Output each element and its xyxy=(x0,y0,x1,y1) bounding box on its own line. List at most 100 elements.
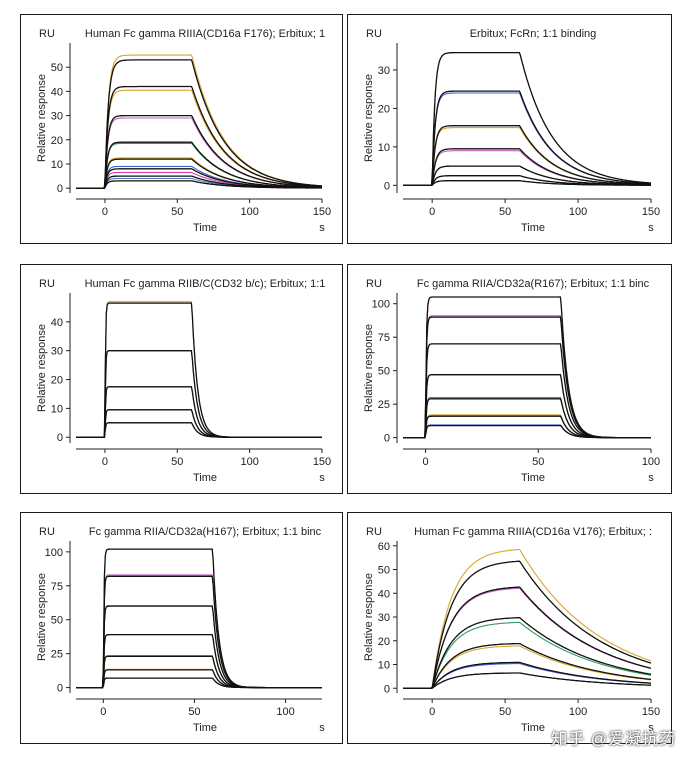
x-axis-label: Time xyxy=(521,222,545,234)
y-unit-label: RU xyxy=(39,28,55,40)
fit-curve xyxy=(403,586,652,689)
x-tick-label: 50 xyxy=(171,456,183,468)
y-tick-label: 0 xyxy=(57,432,63,444)
y-tick-label: 25 xyxy=(378,399,390,411)
sensorgram-panel-3: RU Human Fc gamma RIIB/C(CD32 b/c); Erbit… xyxy=(20,264,343,494)
y-tick-label: 0 xyxy=(384,433,390,445)
fit-curve xyxy=(403,148,651,186)
measured-curve xyxy=(76,655,322,689)
series-group xyxy=(76,54,323,189)
fit-curve xyxy=(403,424,651,439)
x-tick-label: 100 xyxy=(569,706,587,718)
fit-curve xyxy=(403,374,651,439)
measured-curve xyxy=(403,52,652,186)
fit-curve xyxy=(76,59,322,189)
x-axis-label: Time xyxy=(521,722,545,734)
measured-curve xyxy=(403,374,651,439)
x-tick-label: 150 xyxy=(313,456,331,468)
series-group xyxy=(403,296,651,439)
x-axis-label: Time xyxy=(193,472,217,484)
x-tick-label: 150 xyxy=(642,206,660,218)
watermark-text: 知乎 @爱凝抗药 xyxy=(551,731,676,748)
measured-curve xyxy=(76,548,322,689)
chart-title: Fc gamma RIIA/CD32a(H167); Erbitux; 1:1 … xyxy=(89,526,322,538)
measured-curve xyxy=(76,89,323,189)
y-unit-label: RU xyxy=(39,526,55,538)
x-tick-label: 50 xyxy=(499,206,511,218)
x-unit-label: s xyxy=(319,472,325,484)
measured-curve xyxy=(403,343,651,439)
x-tick-label: 100 xyxy=(240,456,258,468)
y-tick-label: 75 xyxy=(378,332,390,344)
y-tick-label: 0 xyxy=(57,683,63,695)
y-tick-label: 40 xyxy=(378,588,390,600)
y-tick-label: 100 xyxy=(45,547,63,559)
y-tick-label: 20 xyxy=(378,636,390,648)
measured-curve xyxy=(403,621,652,689)
y-tick-label: 20 xyxy=(378,103,390,115)
x-tick-label: 0 xyxy=(422,456,428,468)
fit-curve xyxy=(76,633,322,689)
fit-curve xyxy=(76,85,323,189)
y-unit-label: RU xyxy=(39,278,55,290)
fit-curve xyxy=(403,617,652,689)
chart-svg: RU Fc gamma RIIA/CD32a(H167); Erbitux; 1:… xyxy=(36,526,325,734)
y-tick-label: 30 xyxy=(51,111,63,123)
y-tick-label: 40 xyxy=(51,317,63,329)
y-tick-label: 40 xyxy=(51,86,63,98)
y-tick-label: 50 xyxy=(378,366,390,378)
sensorgram-panel-2: RU Erbitux; FcRn; 1:1 binding Relative res… xyxy=(347,14,672,244)
fit-curve xyxy=(403,343,651,439)
fit-curve xyxy=(76,548,322,689)
fit-curve xyxy=(403,125,652,186)
y-tick-label: 10 xyxy=(51,403,63,415)
y-tick-label: 10 xyxy=(51,159,63,171)
y-tick-label: 0 xyxy=(384,683,390,695)
fit-curve xyxy=(403,90,652,186)
measured-curve xyxy=(403,315,651,439)
x-tick-label: 0 xyxy=(100,706,106,718)
y-tick-label: 10 xyxy=(378,660,390,672)
y-tick-label: 25 xyxy=(51,649,63,661)
chart-svg: RU Fc gamma RIIA/CD32a(R167); Erbitux; 1:… xyxy=(363,278,660,484)
fit-curve xyxy=(403,672,651,689)
fit-curve xyxy=(76,605,322,689)
x-tick-label: 100 xyxy=(276,706,294,718)
series-group xyxy=(403,51,652,186)
series-group xyxy=(76,548,322,689)
y-axis-label: Relative response xyxy=(363,573,375,661)
chart-title: Fc gamma RIIA/CD32a(R167); Erbitux; 1:1 … xyxy=(417,278,650,290)
x-tick-label: 100 xyxy=(240,206,258,218)
x-tick-label: 0 xyxy=(102,456,108,468)
fit-curve xyxy=(76,302,322,438)
measured-curve xyxy=(76,574,322,689)
fit-curve xyxy=(403,398,651,439)
fit-curve xyxy=(403,642,652,689)
y-tick-label: 0 xyxy=(384,180,390,192)
sensorgram-panel-4: RU Fc gamma RIIA/CD32a(R167); Erbitux; 1:… xyxy=(347,264,672,494)
y-tick-label: 30 xyxy=(378,65,390,77)
x-tick-label: 0 xyxy=(429,206,435,218)
y-tick-label: 10 xyxy=(378,142,390,154)
x-tick-label: 50 xyxy=(532,456,544,468)
measured-curve xyxy=(76,604,322,689)
chart-title: Human Fc gamma RIIIA(CD16a F176); Erbitu… xyxy=(85,28,325,40)
x-tick-label: 100 xyxy=(569,206,587,218)
fit-curve xyxy=(76,114,322,189)
y-tick-label: 50 xyxy=(378,565,390,577)
y-axis-label: Relative response xyxy=(363,324,375,412)
fit-curve xyxy=(76,422,322,438)
y-tick-label: 100 xyxy=(372,299,390,311)
measured-curve xyxy=(403,396,651,439)
chart-title: Human Fc gamma RIIIA(CD16a V176); Erbitu… xyxy=(414,526,652,538)
y-tick-label: 30 xyxy=(378,612,390,624)
fit-curve xyxy=(76,655,322,689)
chart-svg: RU Human Fc gamma RIIIA(CD16a V176); Erbi… xyxy=(363,526,660,734)
fit-curve xyxy=(403,51,652,186)
x-tick-label: 50 xyxy=(499,706,511,718)
x-axis-label: Time xyxy=(193,722,217,734)
x-tick-label: 0 xyxy=(102,206,108,218)
fit-curve xyxy=(403,560,652,689)
y-tick-label: 20 xyxy=(51,375,63,387)
measured-curve xyxy=(403,645,652,689)
